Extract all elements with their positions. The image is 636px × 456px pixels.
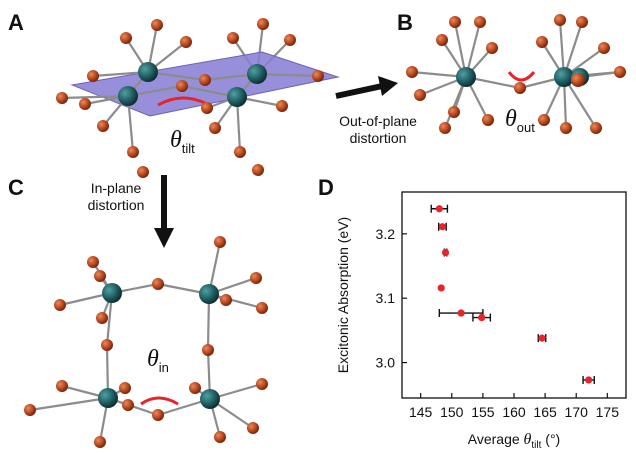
x-tick-label: 165 bbox=[533, 404, 557, 420]
y-tick-label: 3.2 bbox=[376, 226, 396, 242]
panel-a-structure bbox=[56, 18, 340, 178]
panel-label-b: B bbox=[397, 10, 413, 35]
panel-c-structure bbox=[24, 236, 268, 448]
panel-label-c: C bbox=[8, 175, 24, 200]
arrow-out-of-plane-head bbox=[378, 76, 398, 96]
tilt-angle-arc bbox=[157, 96, 206, 107]
panel-label-d: D bbox=[318, 175, 334, 200]
y-tick-label: 3.1 bbox=[376, 290, 396, 306]
theta-symbol: θ bbox=[505, 106, 517, 132]
theta-out-subscript: out bbox=[516, 119, 535, 135]
arrow-in-plane-head bbox=[154, 228, 174, 248]
x-tick-label: 170 bbox=[565, 404, 589, 420]
theta-in-label: θin bbox=[147, 346, 169, 375]
theta-in-subscript: in bbox=[158, 359, 169, 375]
in-angle-arc bbox=[140, 396, 179, 406]
in-plane-caption-line2: distortion bbox=[87, 197, 145, 213]
theta-tilt-subscript: tilt bbox=[181, 140, 195, 156]
theta-symbol: θ bbox=[170, 127, 182, 153]
data-point bbox=[437, 284, 445, 292]
panel-label-a: A bbox=[8, 10, 24, 35]
theta-out-label: θout bbox=[505, 106, 535, 135]
x-tick-label: 150 bbox=[440, 404, 464, 420]
x-tick-label: 175 bbox=[596, 404, 620, 420]
arrow-out-of-plane-shaft bbox=[335, 83, 383, 99]
y-axis-label: Excitonic Absorption (eV) bbox=[335, 217, 351, 373]
data-point bbox=[457, 309, 465, 317]
data-point bbox=[435, 205, 443, 213]
data-point bbox=[441, 248, 450, 257]
theta-symbol: θ bbox=[147, 346, 159, 372]
out-of-plane-caption-line2: distortion bbox=[349, 130, 407, 146]
panel-b-structure bbox=[406, 14, 626, 134]
in-plane-caption-line1: In-plane bbox=[90, 180, 142, 196]
data-point bbox=[538, 334, 546, 342]
x-tick-label: 145 bbox=[409, 404, 433, 420]
out-angle-arc bbox=[507, 71, 536, 82]
x-axis-label: Average θtilt (°) bbox=[468, 431, 560, 451]
data-point bbox=[438, 223, 447, 231]
theta-tilt-label: θtilt bbox=[170, 127, 195, 156]
y-tick-label: 3.0 bbox=[376, 355, 396, 371]
x-tick-label: 160 bbox=[502, 404, 526, 420]
plot-frame bbox=[401, 191, 627, 399]
x-tick-label: 155 bbox=[471, 404, 495, 420]
data-point bbox=[478, 313, 486, 322]
out-of-plane-caption-line1: Out-of-plane bbox=[339, 113, 417, 129]
data-point bbox=[585, 376, 593, 384]
